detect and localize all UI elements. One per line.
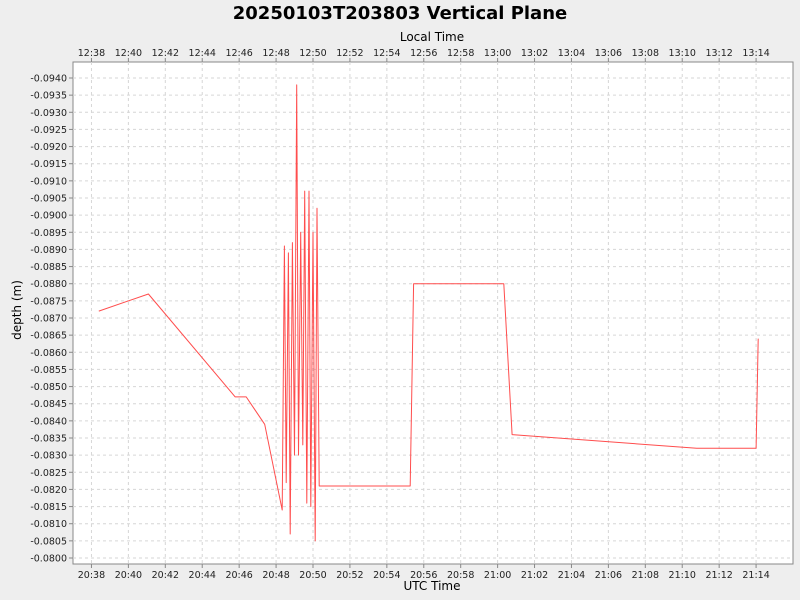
y-tick-label: -0.0920 <box>30 142 67 153</box>
x-tick-label-top: 13:08 <box>632 48 659 59</box>
x-tick-label-top: 13:14 <box>742 48 769 59</box>
y-tick-label: -0.0900 <box>30 211 67 222</box>
y-tick-label: -0.0865 <box>30 331 67 342</box>
bottom-axis-label: UTC Time <box>404 579 461 593</box>
x-tick-label-bottom: 21:02 <box>521 570 548 581</box>
y-tick-label: -0.0830 <box>30 451 67 462</box>
x-tick-label-top: 12:42 <box>152 48 179 59</box>
x-tick-label-top: 12:50 <box>299 48 326 59</box>
x-tick-label-bottom: 20:52 <box>336 570 363 581</box>
x-tick-label-top: 12:38 <box>78 48 105 59</box>
x-tick-label-bottom: 20:40 <box>115 570 142 581</box>
x-tick-label-bottom: 21:04 <box>558 570 585 581</box>
y-tick-label: -0.0805 <box>30 536 67 547</box>
y-tick-label: -0.0860 <box>30 348 67 359</box>
x-tick-label-top: 13:10 <box>669 48 696 59</box>
y-tick-label: -0.0815 <box>30 502 67 513</box>
x-axis-bottom: 20:38 20:40 20:42 20:44 20:46 20:48 20:50 20:52… <box>78 564 770 581</box>
x-tick-label-top: 12:58 <box>447 48 474 59</box>
y-tick-label: -0.0850 <box>30 382 67 393</box>
x-tick-label-bottom: 21:12 <box>705 570 732 581</box>
y-tick-label: -0.0915 <box>30 159 67 170</box>
x-axis-top: 12:38 12:40 12:42 12:44 12:46 12:48 12:50 12:52… <box>78 48 770 62</box>
top-axis-label: Local Time <box>400 30 464 44</box>
y-tick-label: -0.0930 <box>30 108 67 119</box>
x-tick-label-bottom: 21:14 <box>742 570 769 581</box>
y-tick-label: -0.0940 <box>30 74 67 85</box>
series-group <box>98 84 759 542</box>
x-tick-label-top: 12:46 <box>225 48 252 59</box>
x-tick-label-top: 13:00 <box>484 48 511 59</box>
x-tick-label-bottom: 20:42 <box>152 570 179 581</box>
x-tick-label-bottom: 20:48 <box>262 570 289 581</box>
x-tick-label-bottom: 20:56 <box>410 570 437 581</box>
y-tick-label: -0.0925 <box>30 125 67 136</box>
y-tick-label: -0.0885 <box>30 262 67 273</box>
x-tick-label-bottom: 20:50 <box>299 570 326 581</box>
x-tick-label-bottom: 20:44 <box>189 570 216 581</box>
y-tick-label: -0.0845 <box>30 399 67 410</box>
x-tick-label-bottom: 20:38 <box>78 570 105 581</box>
x-tick-label-top: 12:52 <box>336 48 363 59</box>
y-tick-label: -0.0800 <box>30 554 67 565</box>
x-tick-label-top: 13:12 <box>705 48 732 59</box>
y-tick-label: -0.0825 <box>30 468 67 479</box>
y-tick-label: -0.0820 <box>30 485 67 496</box>
x-tick-label-bottom: 20:58 <box>447 570 474 581</box>
x-tick-label-top: 12:48 <box>262 48 289 59</box>
x-tick-label-top: 12:54 <box>373 48 400 59</box>
y-tick-label: -0.0880 <box>30 279 67 290</box>
chart-title: 20250103T203803 Vertical Plane <box>233 3 567 24</box>
x-tick-label-top: 13:06 <box>595 48 622 59</box>
x-tick-label-top: 13:02 <box>521 48 548 59</box>
y-tick-label: -0.0905 <box>30 194 67 205</box>
y-tick-label: -0.0910 <box>30 176 67 187</box>
x-tick-label-top: 12:56 <box>410 48 437 59</box>
y-axis: -0.0940 -0.0935 -0.0930 -0.0925 -0.0920 -0.09… <box>30 74 73 565</box>
y-tick-label: -0.0870 <box>30 314 67 325</box>
x-tick-label-top: 12:40 <box>115 48 142 59</box>
y-axis-label: depth (m) <box>10 280 24 340</box>
x-tick-label-bottom: 21:00 <box>484 570 511 581</box>
x-tick-label-top: 12:44 <box>189 48 216 59</box>
x-tick-label-bottom: 20:54 <box>373 570 400 581</box>
y-tick-label: -0.0810 <box>30 519 67 530</box>
y-tick-label: -0.0895 <box>30 228 67 239</box>
y-tick-label: -0.0875 <box>30 296 67 307</box>
y-tick-label: -0.0835 <box>30 434 67 445</box>
plot-area <box>72 61 794 565</box>
x-tick-label-top: 13:04 <box>558 48 585 59</box>
x-tick-label-bottom: 21:06 <box>595 570 622 581</box>
y-tick-label: -0.0840 <box>30 416 67 427</box>
series-line <box>98 84 759 542</box>
y-tick-label: -0.0890 <box>30 245 67 256</box>
x-tick-label-bottom: 21:10 <box>669 570 696 581</box>
x-tick-label-bottom: 21:08 <box>632 570 659 581</box>
x-tick-label-bottom: 20:46 <box>225 570 252 581</box>
y-tick-label: -0.0855 <box>30 365 67 376</box>
y-tick-label: -0.0935 <box>30 91 67 102</box>
